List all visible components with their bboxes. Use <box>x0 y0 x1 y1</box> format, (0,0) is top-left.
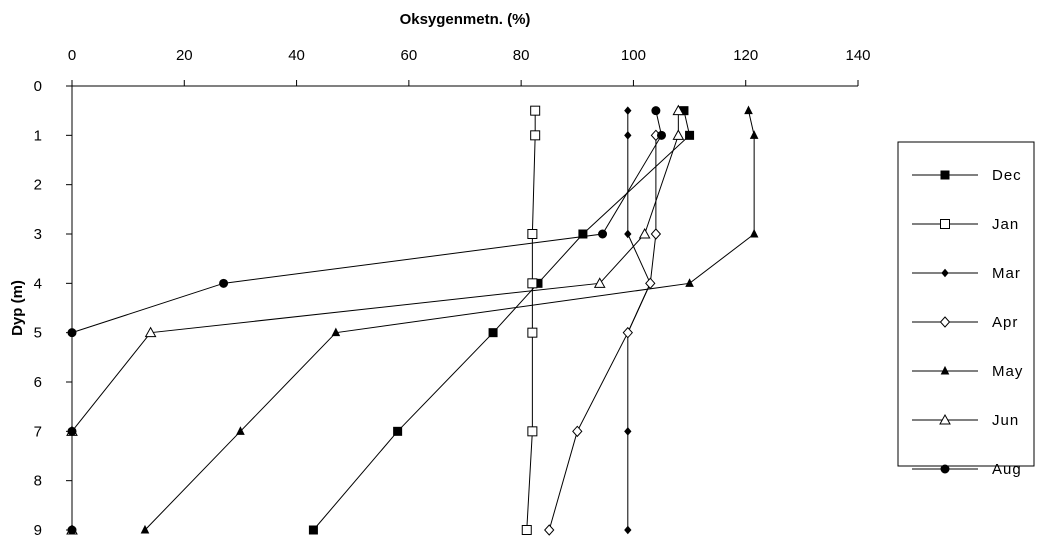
legend-item-aug: Aug <box>912 461 1022 478</box>
data-point-dec <box>393 426 403 436</box>
legend-label: Mar <box>992 265 1021 282</box>
data-point-jun <box>672 129 685 140</box>
data-point-aug <box>651 106 661 116</box>
x-tick-label: 120 <box>733 47 758 64</box>
data-point-mar <box>624 427 632 436</box>
data-point-may <box>140 524 150 534</box>
data-point-dec <box>685 130 695 140</box>
data-point-apr <box>650 228 662 240</box>
legend-label: Jan <box>992 216 1019 233</box>
legend-item-apr: Apr <box>912 314 1018 331</box>
legend-item-dec: Dec <box>912 167 1022 184</box>
data-point-jan <box>527 229 538 239</box>
data-point-jun <box>638 227 651 239</box>
y-tick-label: 8 <box>34 473 42 490</box>
legend-label: Apr <box>992 314 1018 331</box>
series-layer <box>66 104 759 536</box>
y-tick-label: 0 <box>34 78 42 95</box>
x-tick-label: 60 <box>401 47 418 64</box>
data-point-apr <box>572 425 583 438</box>
legend-box <box>897 141 1035 467</box>
data-point-apr <box>544 524 555 536</box>
x-tick-label: 20 <box>176 47 193 64</box>
axes: 0 20 40 60 80 100 120 140 0 1 2 3 4 5 6 7 8 9 Oksygenmetn.… <box>9 11 871 537</box>
data-point-jan <box>527 278 538 289</box>
series-line-jan <box>526 110 536 531</box>
data-point-mar <box>624 131 632 140</box>
data-point-may <box>749 228 759 238</box>
legend-item-jun: Jun <box>912 412 1019 429</box>
x-tick-label: 140 <box>845 47 870 64</box>
y-tick-label: 5 <box>34 325 42 342</box>
data-point-jan <box>521 525 532 535</box>
legend-label: Dec <box>992 167 1022 184</box>
legend-label: Jun <box>992 412 1019 429</box>
y-tick-label: 2 <box>34 177 42 194</box>
data-point-dec <box>488 328 498 338</box>
data-point-jun <box>672 104 685 116</box>
legend-swatch-marker <box>941 268 949 278</box>
y-tick-label: 6 <box>34 374 42 391</box>
series-may <box>140 105 759 534</box>
y-tick-label: 3 <box>34 226 42 243</box>
x-tick-label: 40 <box>288 47 305 64</box>
data-point-may <box>744 105 753 115</box>
legend-swatch-marker <box>940 170 950 180</box>
data-point-apr <box>645 277 656 290</box>
series-dec <box>308 106 695 535</box>
data-point-mar <box>624 106 632 115</box>
x-tick-label: 80 <box>513 47 530 64</box>
y-tick-label: 9 <box>34 522 42 537</box>
data-point-jan <box>527 426 538 437</box>
x-tick-label: 100 <box>621 47 646 64</box>
series-line-may <box>144 110 755 531</box>
legend-item-may: May <box>912 363 1023 380</box>
data-point-aug <box>67 525 77 535</box>
y-tick-label: 7 <box>34 423 42 440</box>
data-point-jun <box>593 277 606 288</box>
x-tick-label: 0 <box>68 47 76 64</box>
data-point-mar <box>624 525 632 535</box>
data-point-may <box>236 426 245 435</box>
y-axis-title: Dyp (m) <box>9 280 26 336</box>
data-point-mar <box>624 229 632 239</box>
legend-item-jan: Jan <box>912 216 1019 233</box>
data-point-aug <box>67 426 77 436</box>
data-point-dec <box>308 525 318 535</box>
y-tick-label: 1 <box>34 127 42 144</box>
data-point-may <box>749 130 759 139</box>
x-axis-title: Oksygenmetn. (%) <box>400 11 531 28</box>
data-point-may <box>685 278 694 287</box>
y-tick-label: 4 <box>34 275 42 292</box>
series-apr <box>544 129 662 536</box>
legend-swatch-marker <box>939 413 951 425</box>
series-jan <box>521 105 541 535</box>
legend-item-mar: Mar <box>912 265 1021 282</box>
legend-swatch-marker <box>940 365 950 375</box>
data-point-aug <box>67 328 77 338</box>
data-point-jan <box>530 105 541 116</box>
data-point-jun <box>144 326 157 338</box>
series-line-apr <box>548 135 657 531</box>
legend: Dec Jan Mar Apr May Jun Aug <box>897 141 1035 478</box>
data-point-aug <box>219 278 229 288</box>
data-point-jan <box>527 327 538 338</box>
data-point-jan <box>530 130 541 141</box>
legend-swatch-marker <box>940 464 950 474</box>
series-mar <box>624 106 654 535</box>
legend-swatch-marker <box>939 316 951 328</box>
data-point-may <box>331 327 341 337</box>
data-point-aug <box>598 229 608 239</box>
legend-label: Aug <box>992 461 1022 478</box>
legend-label: May <box>992 363 1023 380</box>
legend-swatch-marker <box>940 219 950 229</box>
series-aug <box>67 106 666 535</box>
series-jun <box>66 104 685 535</box>
data-point-aug <box>657 130 666 140</box>
data-point-apr <box>622 326 633 339</box>
data-point-dec <box>578 229 588 239</box>
series-line-jun <box>71 110 679 530</box>
